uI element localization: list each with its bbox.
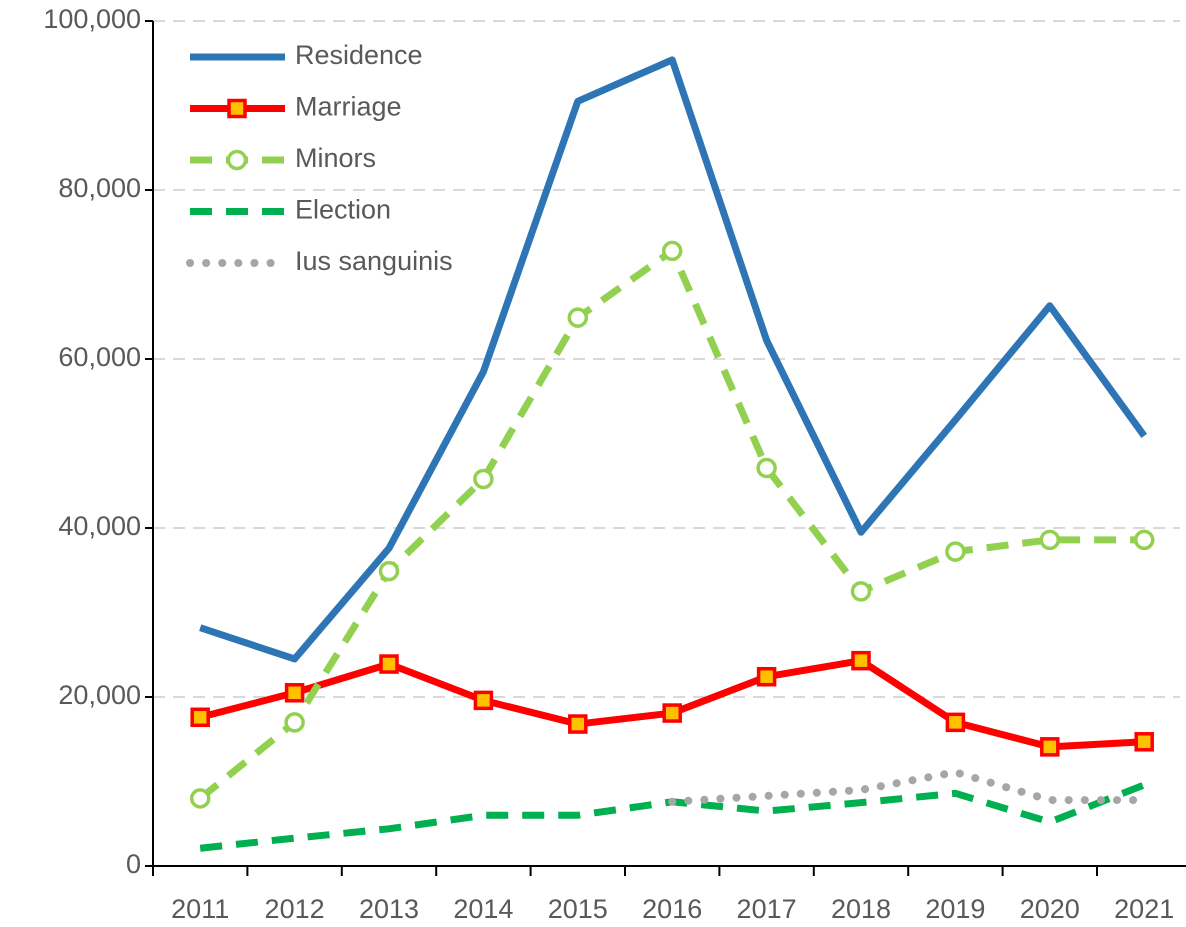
x-tick-label: 2019 <box>925 894 985 924</box>
x-tick-label: 2015 <box>548 894 608 924</box>
marker <box>756 457 777 479</box>
y-tick-label: 0 <box>126 849 141 879</box>
marker <box>945 712 966 733</box>
marker <box>284 712 305 733</box>
marker <box>662 703 682 723</box>
y-tick-label: 100,000 <box>43 4 141 34</box>
marker <box>661 240 683 262</box>
marker <box>473 468 494 490</box>
y-tick-label: 40,000 <box>58 511 141 541</box>
x-tick-label: 2014 <box>453 894 513 924</box>
marker <box>851 650 871 671</box>
legend-label: Residence <box>295 40 423 70</box>
marker <box>189 788 211 809</box>
legend-label: Minors <box>295 143 376 173</box>
marker <box>227 98 247 119</box>
marker <box>1039 529 1061 551</box>
x-tick-label: 2018 <box>831 894 891 924</box>
marker <box>379 654 399 674</box>
x-tick-label: 2013 <box>359 894 419 924</box>
marker <box>568 714 588 734</box>
marker <box>473 690 494 711</box>
series-line <box>199 56 1148 663</box>
marker <box>945 541 966 562</box>
marker <box>1040 737 1060 757</box>
marker <box>1134 732 1154 752</box>
y-tick-label: 80,000 <box>58 173 141 203</box>
x-tick-label: 2020 <box>1020 894 1080 924</box>
legend-label: Election <box>295 195 391 225</box>
y-tick-label: 20,000 <box>58 680 141 710</box>
marker <box>226 149 248 171</box>
x-tick-label: 2011 <box>171 894 229 924</box>
x-tick-label: 2016 <box>642 894 702 924</box>
series-line <box>668 768 1149 806</box>
marker <box>190 707 210 728</box>
x-tick-label: 2012 <box>265 894 325 924</box>
marker <box>756 666 777 687</box>
y-tick-label: 60,000 <box>58 342 141 372</box>
x-tick-label: 2017 <box>737 894 797 924</box>
marker <box>378 560 400 582</box>
marker <box>567 307 589 328</box>
marker <box>1133 529 1155 551</box>
marker <box>284 683 305 703</box>
marker <box>850 581 872 602</box>
x-tick-label: 2021 <box>1114 894 1174 924</box>
legend-label: Marriage <box>295 92 402 122</box>
legend-label: Ius sanguinis <box>295 246 453 276</box>
series-line <box>199 781 1146 852</box>
